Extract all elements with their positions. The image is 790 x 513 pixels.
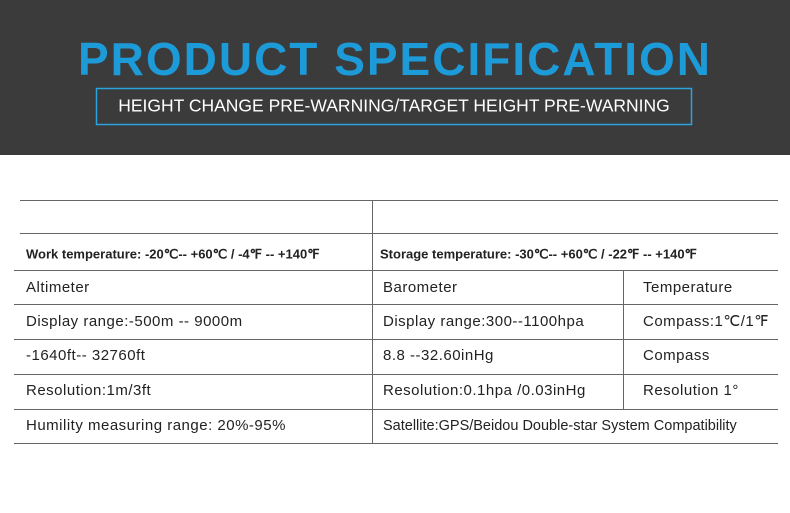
table-cell: Compass [643, 347, 710, 364]
table-cell: Display range:300--1100hpa [383, 313, 584, 330]
table-cell: Display range:-500m -- 9000m [26, 313, 243, 330]
table-cell: 8.8 --32.60inHg [383, 347, 494, 364]
table-cell: Compass:1℃/1℉ [643, 313, 769, 330]
subtitle-box [95, 87, 693, 126]
title: PRODUCT SPECIFICATION [78, 33, 712, 85]
table-cell: Resolution 1° [643, 382, 739, 399]
subtitle: HEIGHT CHANGE PRE-WARNING/TARGET HEIGHT … [118, 96, 670, 116]
table-cell: Resolution:1m/3ft [26, 382, 152, 399]
table-cell: Altimeter [26, 279, 90, 296]
header-band [0, 0, 790, 155]
table-cell: Satellite:GPS/Beidou Double-star System … [383, 418, 738, 434]
table-cell: Resolution:0.1hpa /0.03inHg [383, 382, 586, 399]
table-cell: Temperature [643, 279, 733, 296]
table-cell: Storage temperature: -30℃-- +60℃ / -22℉ … [380, 246, 697, 261]
table-cell: Humility measuring range: 20%-95% [26, 417, 286, 434]
table-cell: Work temperature: -20℃-- +60℃ / -4℉ -- +… [26, 246, 320, 261]
table-cell: Barometer [383, 279, 458, 296]
table-cells: Work temperature: -20℃-- +60℃ / -4℉ -- +… [26, 246, 769, 434]
table-grid [14, 200, 778, 444]
table-cell: -1640ft-- 32760ft [26, 347, 146, 364]
